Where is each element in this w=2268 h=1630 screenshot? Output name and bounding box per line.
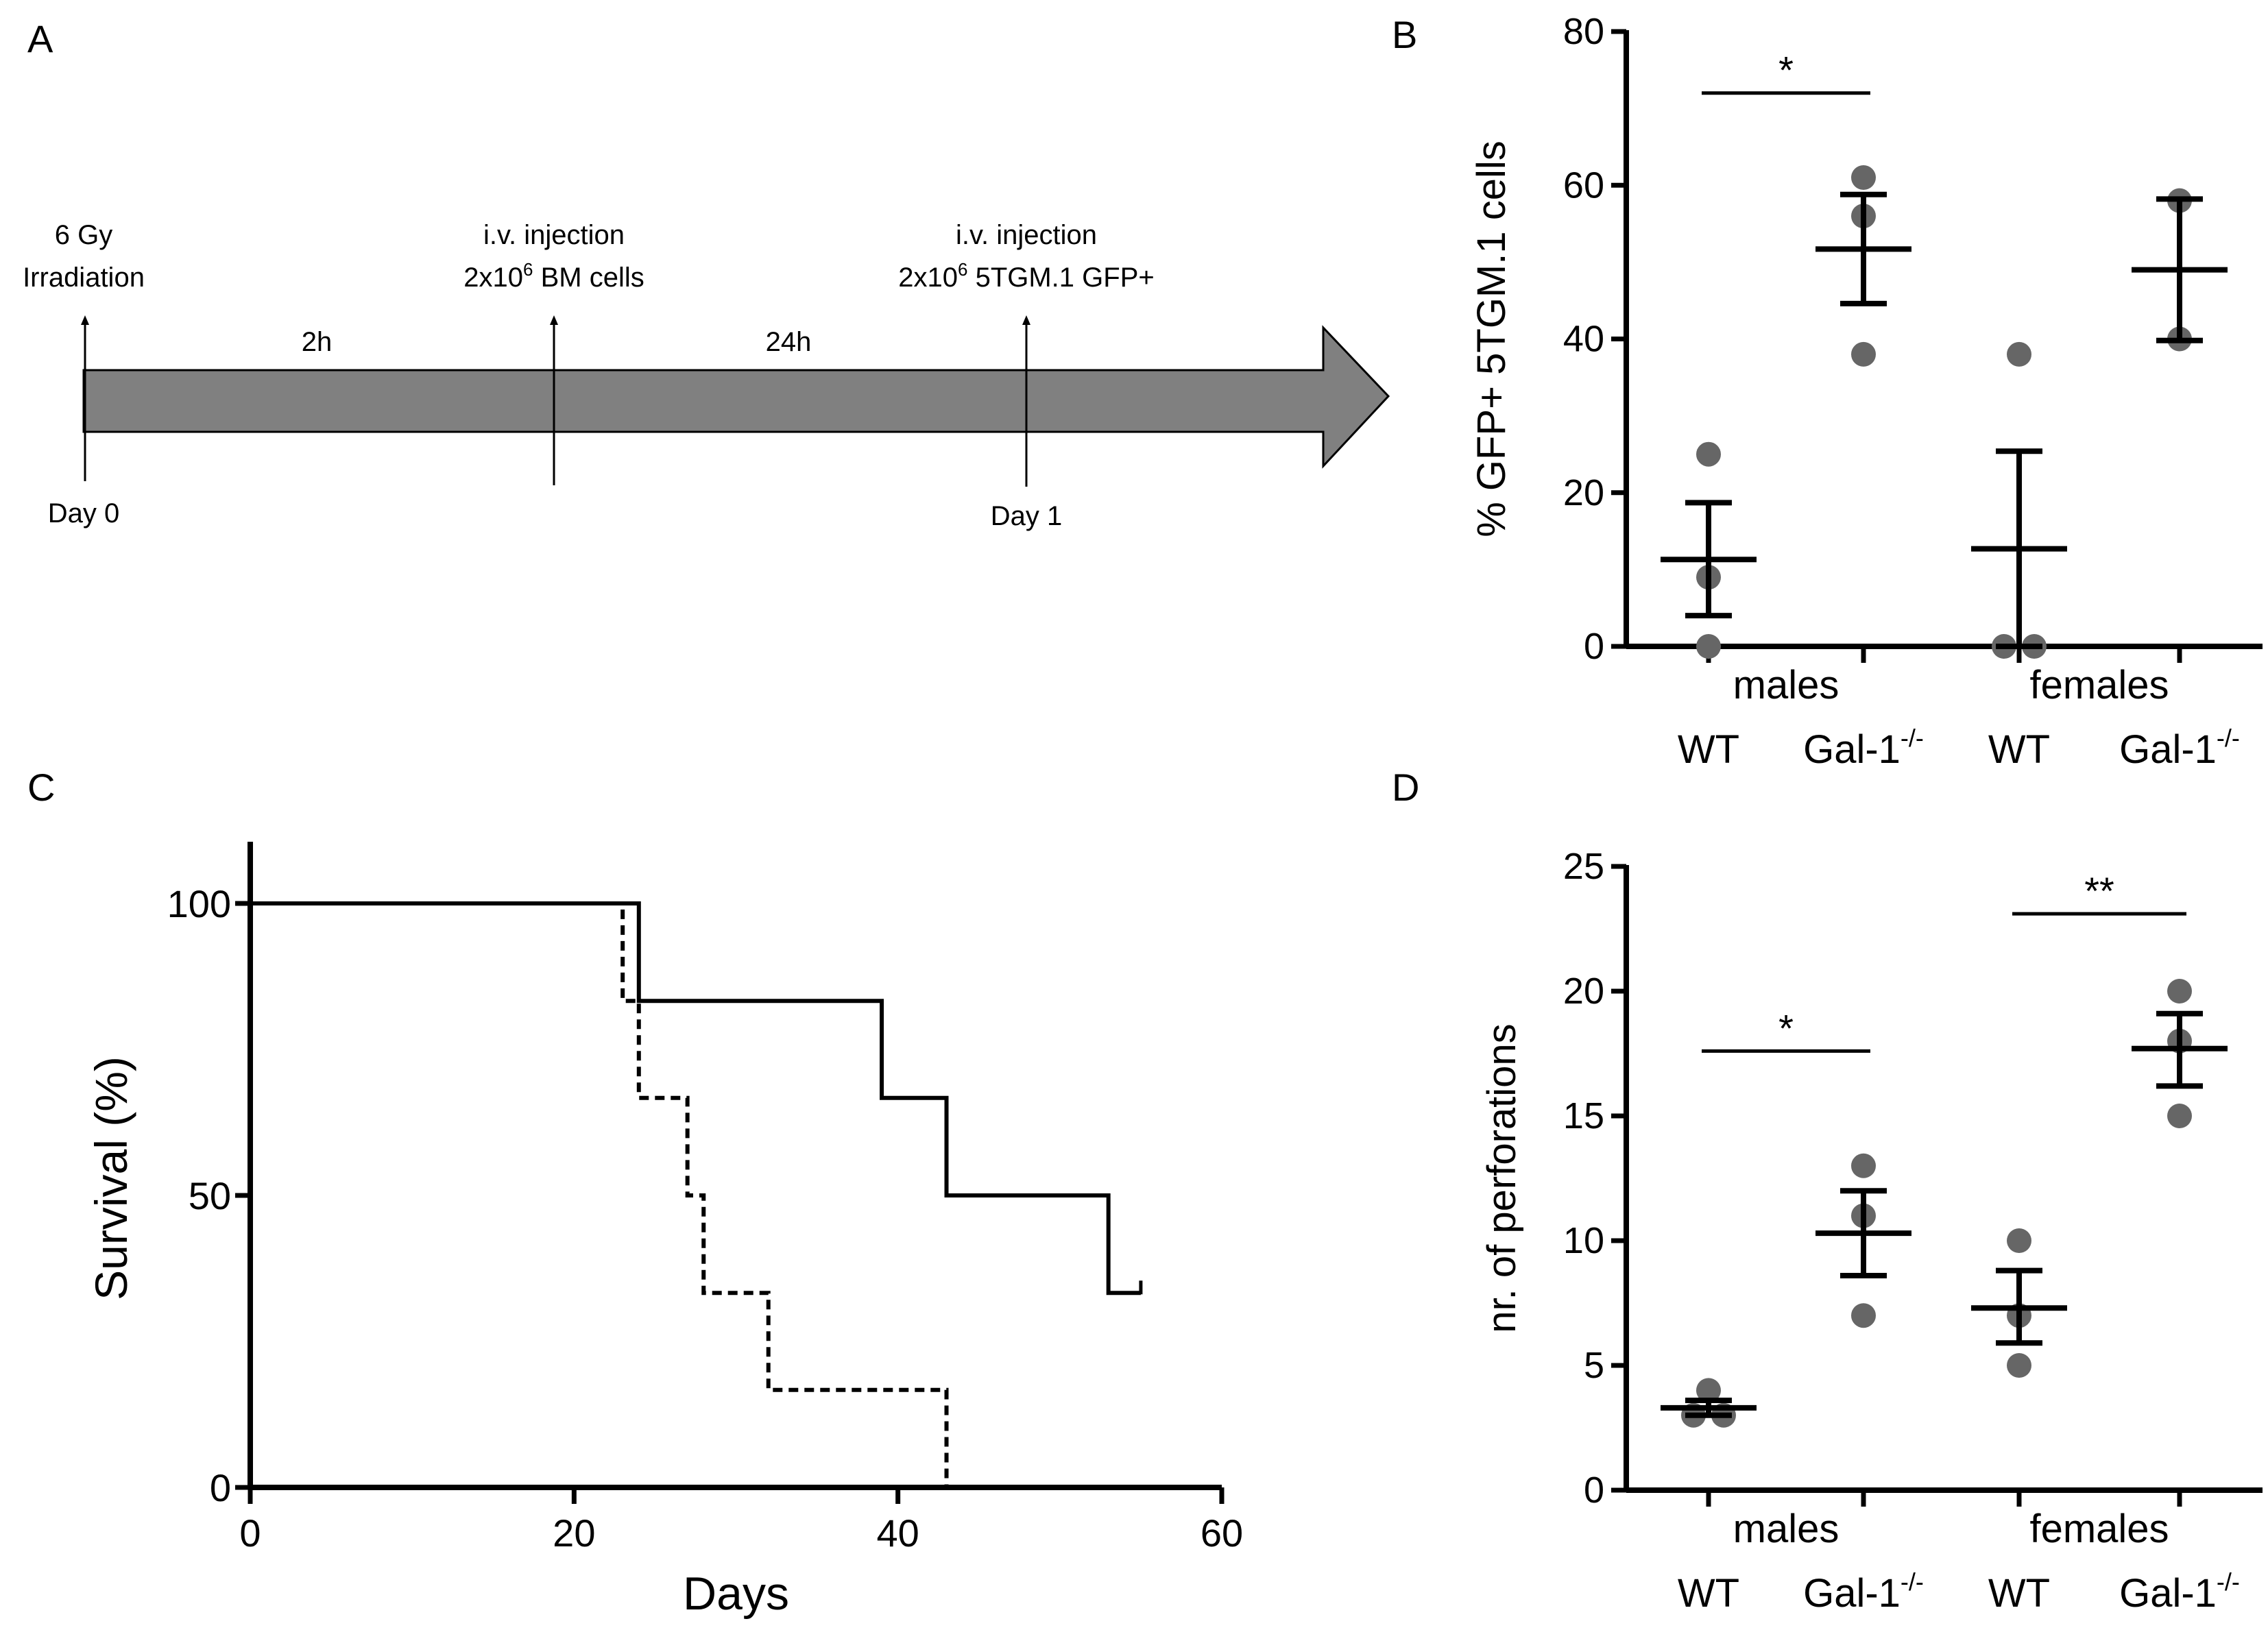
x-tick-label: 20 [553,1511,595,1555]
data-point [1851,1303,1876,1328]
y-tick-label: 50 [189,1174,231,1217]
irradiation-label: Irradiation [23,263,145,293]
group-label: females [2029,1507,2169,1551]
marker-bm [550,315,558,485]
data-point [1696,1378,1721,1403]
day1-label: Day 1 [991,501,1063,531]
series-group [1815,1153,1911,1328]
series-group [1661,1378,1757,1428]
data-point [1851,1153,1876,1178]
genotype-label-wt: WT [1678,1571,1739,1616]
panel-a: A 6 Gy Irradiation i.v. injection 2x106 … [23,17,1390,531]
panel-b-label: B [1392,13,1417,56]
chart-b: 0 20 40 60 80 % GFP+ 5TGM.1 cells males females… [1469,11,2263,772]
series-group [2132,979,2228,1128]
day0-label: Day 0 [48,498,120,528]
panel-c-label: C [27,766,55,809]
series-group [1971,341,2067,659]
genotype-label-ko: Gal-1-/- [2119,724,2240,772]
genotype-label-ko: Gal-1-/- [1803,1568,1924,1616]
panel-c: C 0 50 100 0 20 40 60 Survival (%) Days [27,766,1243,1620]
y-tick-label: 100 [167,882,231,925]
genotype-label-wt: WT [1988,727,2050,772]
data-point [2167,1104,2192,1128]
data-point [2167,979,2192,1003]
y-axis-label: nr. of perforations [1480,1023,1524,1333]
data-point [2007,1353,2031,1378]
series-group [1815,165,1911,367]
group-label: females [2029,663,2169,707]
tgm-cells-label: 2x106 5TGM.1 GFP+ [898,259,1155,293]
x-axis-label: Days [683,1568,789,1620]
data-point [1696,441,1721,467]
significance-mark: * [1778,49,1794,92]
panel-d-label: D [1392,766,1419,809]
significance-mark: ** [2084,869,2114,912]
x-tick-label: 0 [239,1511,261,1555]
x-tick-label: 40 [877,1511,919,1555]
bm-cells-label: 2x106 BM cells [463,259,644,293]
survival-curve-dashed [250,901,949,1487]
chart-d: 0 5 10 15 20 25 nr. of perforations males female… [1480,846,2263,1616]
y-tick-label: 0 [210,1466,231,1509]
genotype-label-ko: Gal-1-/- [2119,1568,2240,1616]
significance-mark: * [1778,1006,1794,1049]
x-tick-label: 60 [1201,1511,1243,1555]
y-tick-label: 0 [1584,626,1604,667]
genotype-label-wt: WT [1678,727,1739,772]
data-point [1696,634,1721,659]
chart-c: 0 50 100 0 20 40 60 Survival (%) Days [86,842,1243,1620]
series-group [1971,1228,2067,1378]
tgm-injection-label: i.v. injection [956,220,1097,250]
y-axis-label: Survival (%) [86,1056,136,1300]
data-point [1851,165,1876,191]
series-group [2132,188,2228,352]
panel-b: B 0 20 40 60 80 % GFP+ 5TGM.1 cells males femal… [1392,11,2263,772]
marker-day1 [1022,315,1030,487]
data-point [1851,341,1876,367]
data-point [2007,1228,2031,1253]
bm-injection-label: i.v. injection [483,220,625,250]
y-tick-label: 60 [1563,165,1604,206]
interval-2h: 2h [302,327,333,357]
y-tick-label: 10 [1563,1220,1604,1261]
y-tick-label: 40 [1563,319,1604,360]
y-axis-label: % GFP+ 5TGM.1 cells [1469,141,1514,537]
group-label: males [1733,1507,1839,1551]
y-tick-label: 15 [1563,1095,1604,1136]
series-group [1661,441,1757,659]
panel-a-label: A [27,17,53,60]
y-tick-label: 5 [1584,1345,1604,1386]
interval-24h: 24h [766,327,812,357]
y-tick-label: 0 [1584,1470,1604,1511]
group-label: males [1733,663,1839,707]
genotype-label-ko: Gal-1-/- [1803,724,1924,772]
timeline-arrow [82,325,1390,469]
irradiation-dose: 6 Gy [55,220,112,250]
survival-curve-solid [250,901,1141,1296]
genotype-label-wt: WT [1988,1571,2050,1616]
y-tick-label: 20 [1563,971,1604,1012]
y-tick-label: 80 [1563,11,1604,52]
panel-d: D 0 5 10 15 20 25 nr. of perforations males fema… [1392,766,2263,1616]
y-tick-label: 20 [1563,472,1604,513]
y-tick-label: 25 [1563,846,1604,887]
data-point [2007,341,2031,367]
marker-day0 [81,315,89,481]
